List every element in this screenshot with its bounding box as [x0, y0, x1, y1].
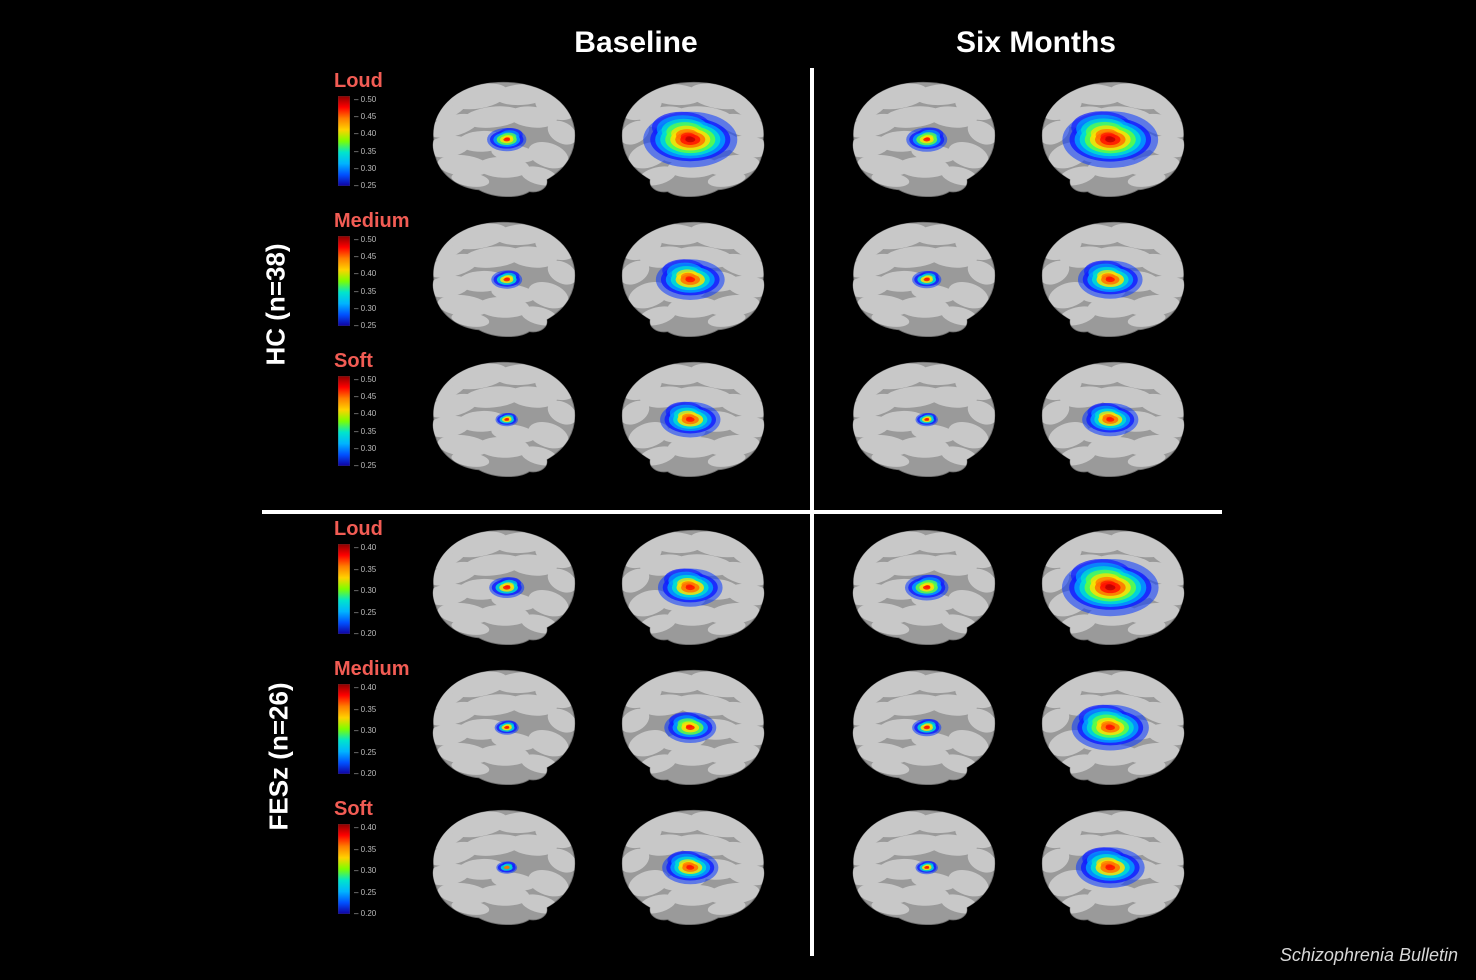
- brain-hc-sixmonths-soft-right: [1026, 352, 1211, 482]
- colorbar-hc-soft: – 0.50– 0.45– 0.40– 0.35– 0.30– 0.25: [338, 376, 398, 466]
- colorbar-fesz-loud: – 0.40– 0.35– 0.30– 0.25– 0.20: [338, 544, 398, 634]
- brain-hc-sixmonths-loud-right: [1026, 72, 1211, 202]
- brain-hc-sixmonths-medium-right: [1026, 212, 1211, 342]
- brain-fesz-sixmonths-medium-left: [826, 660, 1011, 790]
- colorbar-hc-loud: – 0.50– 0.45– 0.40– 0.35– 0.30– 0.25: [338, 96, 398, 186]
- brain-hc-sixmonths-loud-left: [826, 72, 1011, 202]
- brain-fesz-baseline-medium-right: [606, 660, 791, 790]
- brain-hc-baseline-loud-left: [406, 72, 591, 202]
- brain-fesz-sixmonths-loud-right: [1026, 520, 1211, 650]
- brain-fesz-baseline-loud-right: [606, 520, 791, 650]
- col-header-baseline: Baseline: [506, 26, 766, 60]
- brain-fesz-sixmonths-soft-right: [1026, 800, 1211, 930]
- col-header-sixmonths: Six Months: [886, 26, 1186, 60]
- group-label-hc: HC (n=38): [261, 226, 292, 366]
- brain-fesz-sixmonths-soft-left: [826, 800, 1011, 930]
- colorbar-fesz-medium: – 0.40– 0.35– 0.30– 0.25– 0.20: [338, 684, 398, 774]
- brain-fesz-baseline-loud-left: [406, 520, 591, 650]
- colorbar-hc-medium: – 0.50– 0.45– 0.40– 0.35– 0.30– 0.25: [338, 236, 398, 326]
- attribution-text: Schizophrenia Bulletin: [1280, 945, 1458, 966]
- brain-fesz-sixmonths-loud-left: [826, 520, 1011, 650]
- brain-hc-baseline-soft-right: [606, 352, 791, 482]
- colorbar-fesz-soft: – 0.40– 0.35– 0.30– 0.25– 0.20: [338, 824, 398, 914]
- cond-label-fesz-medium: Medium: [334, 658, 410, 681]
- brain-hc-baseline-medium-left: [406, 212, 591, 342]
- brain-fesz-baseline-medium-left: [406, 660, 591, 790]
- brain-fesz-baseline-soft-right: [606, 800, 791, 930]
- brain-hc-baseline-loud-right: [606, 72, 791, 202]
- brain-activation-figure: Baseline Six Months HC (n=38) FESz (n=26…: [246, 20, 1230, 960]
- brain-fesz-sixmonths-medium-right: [1026, 660, 1211, 790]
- cond-label-fesz-soft: Soft: [334, 798, 373, 821]
- brain-fesz-baseline-soft-left: [406, 800, 591, 930]
- horizontal-divider: [262, 510, 1222, 514]
- brain-hc-sixmonths-medium-left: [826, 212, 1011, 342]
- cond-label-hc-soft: Soft: [334, 350, 373, 373]
- brain-hc-sixmonths-soft-left: [826, 352, 1011, 482]
- cond-label-fesz-loud: Loud: [334, 518, 383, 541]
- brain-hc-baseline-soft-left: [406, 352, 591, 482]
- group-label-fesz: FESz (n=26): [264, 661, 295, 831]
- brain-hc-baseline-medium-right: [606, 212, 791, 342]
- cond-label-hc-loud: Loud: [334, 70, 383, 93]
- cond-label-hc-medium: Medium: [334, 210, 410, 233]
